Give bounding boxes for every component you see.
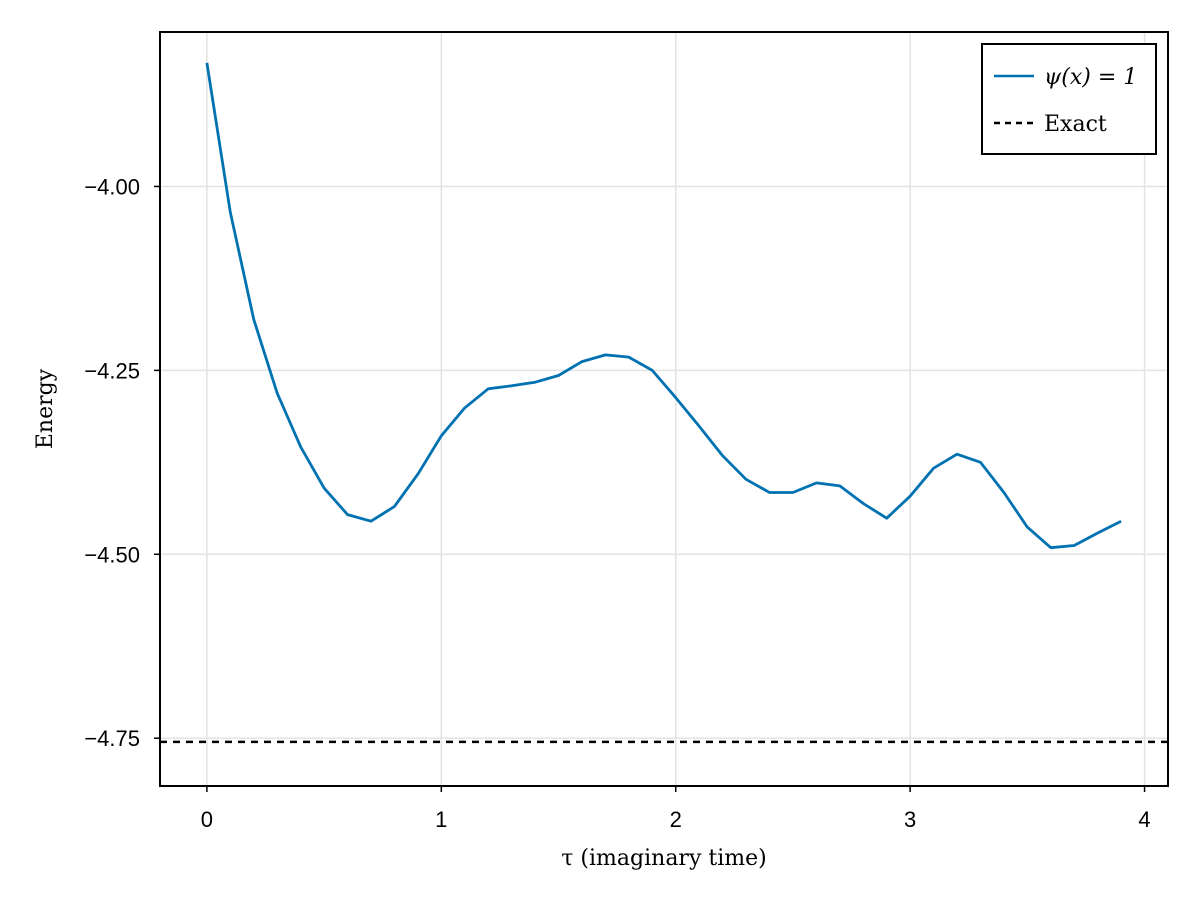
x-axis: 0 1 2 3 4 <box>201 786 1151 832</box>
y-tick-label: −4.75 <box>84 726 140 751</box>
x-tick-label: 4 <box>1138 807 1150 832</box>
series-line-psi <box>205 62 1122 550</box>
y-tick-label: −4.00 <box>84 174 140 199</box>
y-axis: −4.00 −4.25 −4.50 −4.75 <box>84 174 160 751</box>
legend-label-exact: Exact <box>1044 112 1107 137</box>
x-tick-label: 3 <box>904 807 916 832</box>
x-tick-label: 2 <box>670 807 682 832</box>
y-tick-label: −4.25 <box>84 358 140 383</box>
x-tick-label: 0 <box>201 807 213 832</box>
series-layer <box>160 62 1168 744</box>
legend-label-psi: ψ(x) = 1 <box>1044 65 1137 90</box>
y-tick-label: −4.50 <box>84 542 140 567</box>
legend: ψ(x) = 1 Exact <box>981 43 1157 155</box>
legend-box <box>981 43 1157 155</box>
plot-frame <box>159 31 1169 787</box>
grid <box>160 32 1168 786</box>
x-axis-label: τ (imaginary time) <box>561 846 766 871</box>
x-tick-label: 1 <box>435 807 447 832</box>
y-axis-label: Energy <box>33 368 58 449</box>
